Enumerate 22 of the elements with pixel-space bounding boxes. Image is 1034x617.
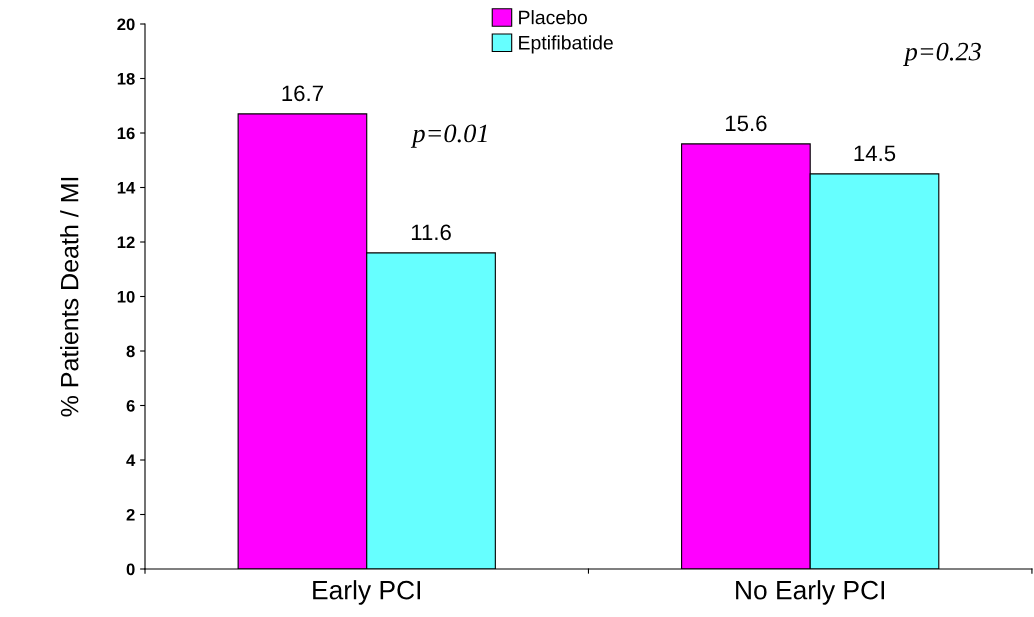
y-tick-label: 8 [126,345,135,358]
y-tick-label: 20 [117,18,135,31]
y-axis-title: % Patients Death / MI [60,177,79,417]
x-tick-label: Early PCI [313,580,421,605]
y-tick-label: 12 [117,236,135,249]
y-tick-label: 14 [117,182,136,194]
legend-label: Placebo [519,10,587,25]
data-label: 15.6 [725,115,767,132]
data-label: 16.7 [282,85,323,102]
data-label: 11.6 [411,224,451,241]
y-tick-label: 6 [126,399,135,412]
x-tick-label: No Early PCI [736,580,885,605]
data-label: 14.5 [854,145,896,162]
y-tick-label: 10 [117,290,135,303]
annotation: p=0.23 [903,42,981,66]
y-tick-label: 18 [117,72,135,85]
y-tick-label: 4 [126,454,136,467]
annotation: p=0.01 [410,124,487,148]
y-tick-label: 2 [126,508,135,521]
legend-label: Eptifibatide [519,35,613,54]
y-tick-label: 16 [117,127,135,140]
y-tick-label: 0 [126,563,135,576]
